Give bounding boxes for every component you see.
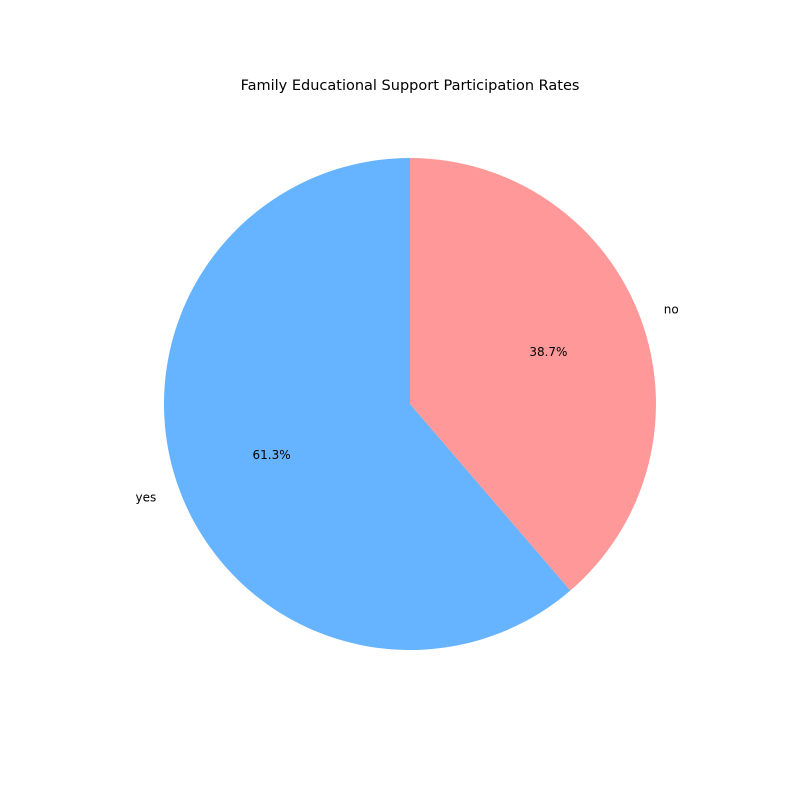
chart-title: Family Educational Support Participation… [241, 78, 580, 94]
slice-label-no: no [664, 302, 679, 316]
pie-slices [163, 158, 656, 650]
pie-slice-yes [163, 158, 571, 650]
slice-label-yes: yes [136, 491, 157, 505]
slice-percent-yes: 61.3% [253, 448, 291, 462]
pie-labels: yes 61.3% no 38.7% [136, 302, 679, 504]
slice-percent-no: 38.7% [529, 345, 567, 359]
pie-slice-no [410, 158, 656, 591]
